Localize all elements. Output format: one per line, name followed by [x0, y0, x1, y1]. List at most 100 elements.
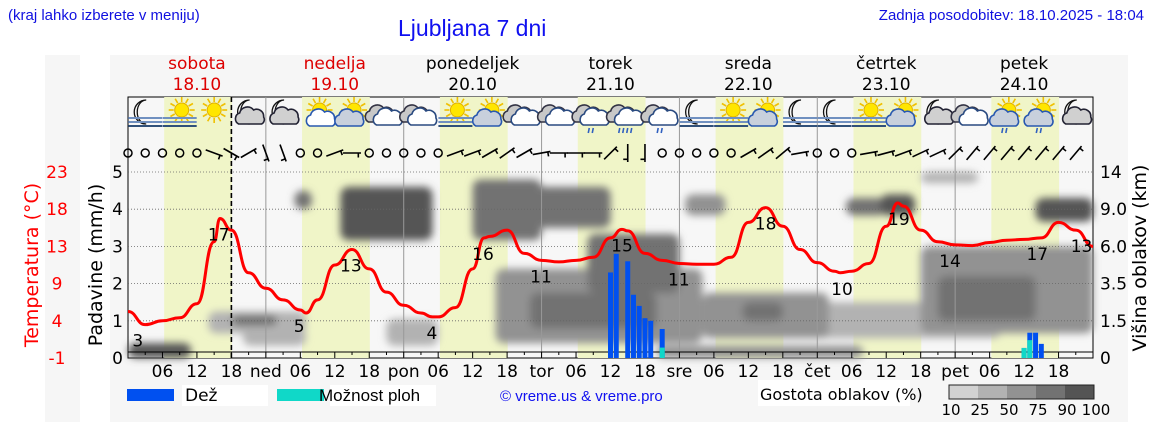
temperature-tick: 4	[52, 312, 63, 332]
barb-shaft	[894, 149, 913, 157]
cloud-icon	[988, 108, 1020, 127]
calm-circle	[123, 148, 133, 158]
temperature-label: 17	[1026, 245, 1048, 265]
showers-bar	[1021, 347, 1027, 358]
wind-calm-icon	[657, 148, 667, 158]
wind-barb-icon	[859, 150, 878, 157]
day-name: ponedeljek	[426, 54, 520, 74]
fog-icon	[162, 117, 197, 127]
barb-shaft	[463, 149, 482, 157]
calm-circle	[726, 148, 736, 158]
cloud-region	[530, 186, 611, 228]
barb-shaft	[279, 144, 287, 162]
rain-drop	[1005, 127, 1008, 134]
fog-icon	[817, 117, 852, 127]
weather-icon-sun-cloud	[471, 97, 505, 127]
x-tick-label: 12	[186, 362, 208, 382]
day-date: 20.10	[448, 75, 497, 95]
sun-ray	[760, 98, 765, 104]
rain-drop	[1001, 127, 1004, 134]
wind-barb-icon	[567, 152, 586, 158]
x-tick-label: 06	[565, 362, 587, 382]
x-tick-label: pon	[388, 362, 420, 382]
rain-drop	[591, 127, 595, 134]
rain-bar	[648, 320, 654, 358]
sun-ray	[498, 102, 504, 107]
barb-feather	[263, 158, 269, 162]
fog-icon	[783, 117, 818, 127]
cloud-height-tick: 3.5	[1100, 275, 1127, 295]
sun-disc	[725, 102, 741, 118]
wind-barb-icon	[240, 147, 258, 159]
sun-ray	[322, 98, 327, 104]
wind-calm-icon	[829, 148, 840, 158]
wind-barb-icon	[775, 146, 792, 160]
cloud-icon	[648, 107, 679, 126]
barb-feather	[529, 149, 533, 155]
weather-icon-moon-fog	[128, 99, 163, 127]
barb-feather	[874, 151, 877, 157]
sun-ray	[1001, 98, 1006, 104]
wind-calm-icon	[364, 148, 374, 158]
barb-shaft	[516, 147, 533, 159]
cloud-region	[340, 186, 433, 241]
cloud-scale-label: 75	[1028, 401, 1047, 419]
barb-feather	[546, 151, 550, 157]
temperature-label: 5	[294, 317, 305, 337]
sun-ray	[997, 102, 1003, 107]
weather-icons	[128, 97, 1093, 134]
rain-drop	[621, 127, 625, 134]
calm-circle	[364, 148, 374, 158]
wind-barb-icon	[205, 149, 223, 160]
x-tick-label: 06	[703, 362, 725, 382]
wind-calm-icon	[416, 148, 426, 158]
x-tick-label: 12	[738, 362, 760, 382]
calm-circle	[433, 148, 443, 158]
sun-ray	[445, 113, 451, 118]
barb-feather	[1079, 147, 1084, 152]
weather-icon-sun-cloud	[747, 97, 781, 127]
weather-icon-sun-fog	[714, 97, 749, 127]
barb-feather	[891, 151, 895, 156]
copyright-link[interactable]: © vreme.us & vreme.pro	[500, 388, 663, 405]
sun-ray	[463, 113, 470, 118]
last-update: Zadnja posodobitev: 18.10.2025 - 18:04	[878, 7, 1144, 24]
sun-ray	[877, 102, 883, 107]
sun-ray	[484, 98, 489, 104]
barb-feather	[770, 148, 774, 154]
wind-calm-icon	[123, 148, 133, 158]
barb-feather	[959, 147, 964, 153]
temperature-label: 17	[208, 226, 230, 246]
barb-feather	[787, 148, 792, 153]
x-tick-label: 18	[910, 362, 932, 382]
barb-feather	[805, 151, 808, 157]
wind-barb-icon	[279, 144, 287, 162]
x-tick-label: čet	[804, 362, 831, 382]
sun-ray	[770, 98, 775, 104]
wind-calm-icon	[312, 148, 323, 158]
wind-barb-icon	[584, 152, 603, 158]
weather-icon-cloud	[399, 104, 438, 126]
rain-drop	[629, 127, 633, 134]
barb-feather	[339, 150, 343, 156]
day-date: 21.10	[586, 75, 635, 95]
wind-barb-icon	[912, 148, 930, 158]
temperature-label: 19	[888, 210, 910, 230]
rain-drop	[660, 127, 663, 134]
sun-disc	[206, 102, 222, 118]
cloud-icon	[747, 108, 779, 127]
sun-ray	[188, 113, 194, 118]
location-hint[interactable]: (kraj lahko izberete v meniju)	[8, 7, 200, 24]
barb-shaft	[223, 147, 240, 159]
wind-calm-icon	[398, 148, 409, 158]
fog-icon	[679, 117, 714, 127]
calm-circle	[192, 148, 202, 158]
x-tick-label: 12	[1013, 362, 1035, 382]
temperature-label: 18	[755, 215, 777, 235]
cloud-region	[386, 318, 439, 346]
wind-calm-icon	[192, 148, 202, 158]
sun-ray	[174, 98, 179, 104]
sun-ray	[1031, 102, 1037, 107]
wind-calm-icon	[726, 148, 736, 158]
sun-ray	[357, 98, 362, 104]
